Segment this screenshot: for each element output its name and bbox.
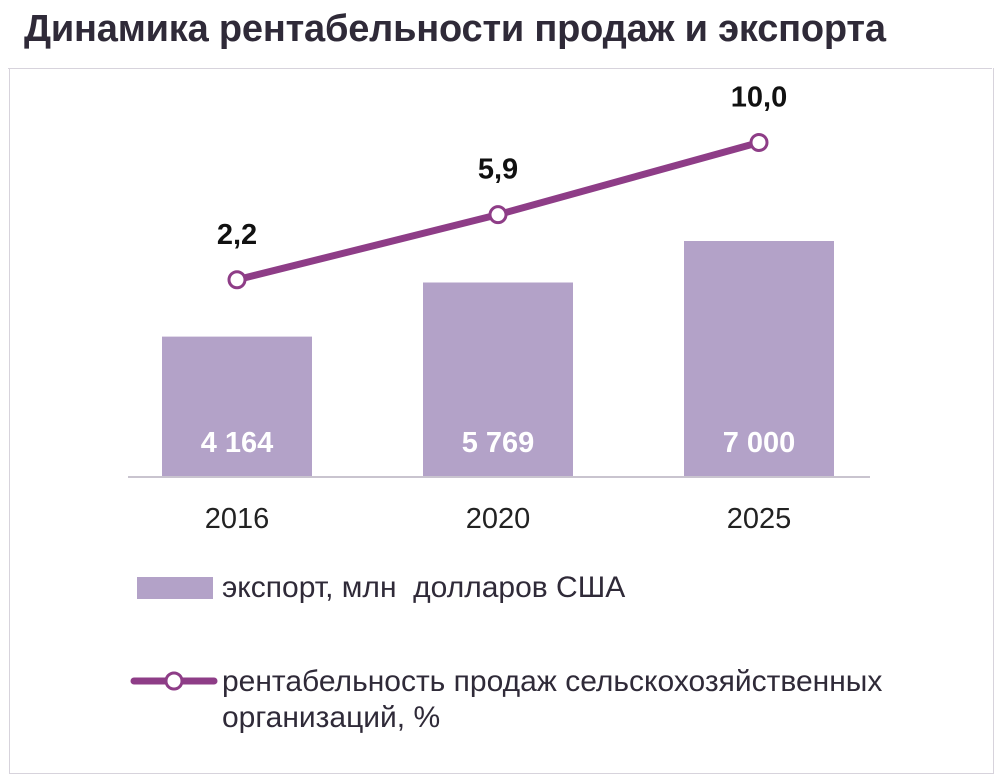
title-divider xyxy=(8,68,992,69)
bar-2020 xyxy=(423,282,573,477)
legend-line-marker xyxy=(164,671,184,691)
bar-2016 xyxy=(162,336,312,477)
x-tick-label: 2020 xyxy=(466,503,531,535)
line-value-label: 10,0 xyxy=(731,82,787,114)
x-tick-label: 2025 xyxy=(727,503,792,535)
legend-line-swatch xyxy=(130,671,218,691)
bar-value-label: 5 769 xyxy=(462,427,535,459)
line-point-2020 xyxy=(488,205,508,225)
line-value-label: 5,9 xyxy=(478,154,518,186)
bar-value-label: 7 000 xyxy=(723,427,796,459)
chart-title: Динамика рентабельности продаж и экспорт… xyxy=(24,8,886,50)
line-value-label: 2,2 xyxy=(217,219,257,251)
legend-bar-swatch xyxy=(137,577,213,599)
legend-line-label-2: организаций, % xyxy=(222,701,441,734)
line-point-2016 xyxy=(227,270,247,290)
bar-value-label: 4 164 xyxy=(201,427,274,459)
line-point-2025 xyxy=(749,133,769,152)
bar-2025 xyxy=(684,241,834,477)
frame-bottom-border xyxy=(9,773,994,774)
x-tick-label: 2016 xyxy=(205,503,270,535)
legend-bar-label: экспорт, млн долларов США xyxy=(222,571,626,604)
frame-right-border xyxy=(993,68,994,774)
legend-line-label-1: рентабельность продаж сельскохозяйственн… xyxy=(222,665,883,698)
frame-left-border xyxy=(9,68,10,774)
